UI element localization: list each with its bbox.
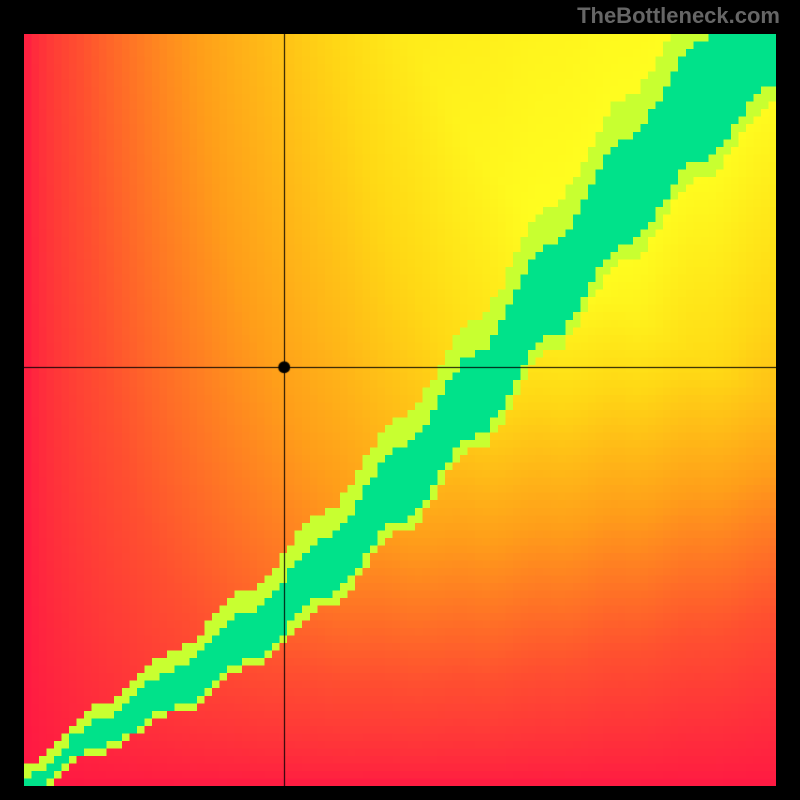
bottleneck-heatmap	[24, 34, 776, 786]
watermark-text: TheBottleneck.com	[577, 3, 780, 29]
